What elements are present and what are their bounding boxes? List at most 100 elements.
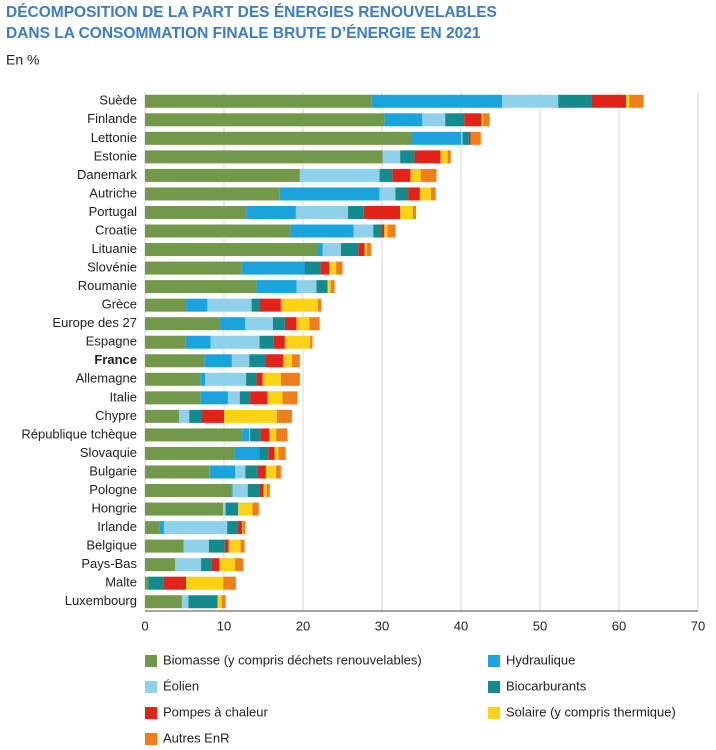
bar-segment bbox=[320, 261, 330, 275]
bar-segment bbox=[318, 243, 323, 257]
bar-segment bbox=[290, 224, 354, 238]
bar-segment bbox=[209, 465, 236, 479]
bar-segment bbox=[276, 409, 292, 423]
bar-segment bbox=[189, 409, 202, 423]
x-tick-label: 0 bbox=[141, 618, 148, 633]
legend-swatch bbox=[145, 655, 157, 667]
bar-segment bbox=[249, 354, 266, 368]
bar-segment bbox=[188, 595, 218, 609]
bar-segment bbox=[481, 113, 484, 127]
bar-segment bbox=[163, 521, 228, 535]
bar-segment bbox=[412, 131, 461, 145]
bar-segment bbox=[145, 502, 224, 516]
bar-segment bbox=[219, 558, 236, 572]
bar-segment bbox=[400, 150, 415, 164]
y-tick-label: Belgique bbox=[86, 538, 137, 553]
bar-segment bbox=[201, 558, 212, 572]
y-tick-label: Lettonie bbox=[91, 130, 137, 145]
bar-segment bbox=[145, 372, 201, 386]
legend-swatch bbox=[145, 681, 157, 693]
bar-segment bbox=[395, 187, 409, 201]
bar-segment bbox=[279, 187, 380, 201]
bar-segment bbox=[256, 280, 297, 294]
bar-segment bbox=[412, 205, 416, 219]
bar-segment bbox=[309, 317, 320, 331]
bar-segment bbox=[225, 502, 239, 516]
bar-segment bbox=[464, 113, 482, 127]
bar-segment bbox=[284, 317, 297, 331]
bar-segment bbox=[145, 576, 149, 590]
legend-swatch bbox=[145, 733, 157, 745]
y-tick-label: Bulgarie bbox=[89, 463, 137, 478]
chart-subtitle: En % bbox=[6, 52, 39, 68]
bar-segment bbox=[263, 484, 267, 498]
bar-segment bbox=[204, 354, 232, 368]
bar-segment bbox=[278, 446, 286, 460]
bar-segment bbox=[205, 372, 247, 386]
x-tick-label: 70 bbox=[691, 618, 705, 633]
bar-segment bbox=[145, 243, 319, 257]
bar-segment bbox=[181, 595, 183, 609]
x-tick-label: 60 bbox=[612, 618, 626, 633]
bar-segment bbox=[591, 94, 627, 108]
bar-segment bbox=[419, 187, 431, 201]
bar-segment bbox=[296, 280, 317, 294]
y-tick-label: Slovénie bbox=[87, 260, 137, 275]
bar-segment bbox=[295, 205, 349, 219]
bar-segment bbox=[238, 502, 253, 516]
bar-segment bbox=[145, 558, 176, 572]
bar-segment bbox=[145, 131, 413, 145]
legend-label: Éolien bbox=[163, 678, 199, 693]
bar-segment bbox=[265, 465, 277, 479]
bar-segment bbox=[183, 539, 209, 553]
bar-segment bbox=[163, 576, 187, 590]
chart-title: DÉCOMPOSITION DE LA PART DES ÉNERGIES RE… bbox=[6, 4, 497, 21]
bar-segment bbox=[145, 391, 201, 405]
bar-segment bbox=[223, 576, 236, 590]
bar-segment bbox=[280, 298, 319, 312]
bar-segment bbox=[145, 113, 385, 127]
bar-segment bbox=[384, 224, 388, 238]
bar-segment bbox=[240, 539, 245, 553]
bar-segment bbox=[256, 372, 263, 386]
bar-segment bbox=[246, 205, 296, 219]
bar-segment bbox=[276, 465, 281, 479]
bar-segment bbox=[414, 150, 441, 164]
bar-segment bbox=[145, 595, 182, 609]
x-tick-label: 30 bbox=[375, 618, 389, 633]
y-tick-label: Irlande bbox=[97, 519, 137, 534]
bar-segment bbox=[259, 298, 281, 312]
bar-segment bbox=[145, 94, 372, 108]
bar-segment bbox=[239, 391, 251, 405]
bar-segment bbox=[145, 224, 291, 238]
bar-segment bbox=[274, 446, 279, 460]
y-tick-label: Hongrie bbox=[91, 500, 137, 515]
bar-segment bbox=[283, 354, 292, 368]
x-tick-label: 50 bbox=[533, 618, 547, 633]
bar-segment bbox=[259, 484, 264, 498]
bar-segment bbox=[260, 428, 270, 442]
legend-label: Pompes à chaleur bbox=[163, 704, 268, 719]
bar-segment bbox=[247, 484, 260, 498]
bar-segment bbox=[232, 484, 248, 498]
y-tick-label: Luxembourg bbox=[65, 593, 137, 608]
bar-segment bbox=[366, 243, 371, 257]
bar-segment bbox=[387, 224, 396, 238]
bar-segment bbox=[242, 521, 246, 535]
bar-segment bbox=[373, 224, 382, 238]
y-tick-label: Finlande bbox=[87, 111, 137, 126]
bar-segment bbox=[201, 409, 224, 423]
bar-segment bbox=[210, 335, 260, 349]
bar-segment bbox=[159, 521, 164, 535]
legend-swatch bbox=[488, 655, 500, 667]
bar-segment bbox=[336, 261, 343, 275]
bar-segment bbox=[280, 372, 300, 386]
bar-segment bbox=[363, 205, 401, 219]
bar-segment bbox=[145, 354, 205, 368]
bar-segment bbox=[371, 94, 503, 108]
bar-segment bbox=[223, 502, 226, 516]
bar-segment bbox=[178, 409, 190, 423]
bar-segment bbox=[259, 335, 274, 349]
bar-segment bbox=[231, 484, 233, 498]
